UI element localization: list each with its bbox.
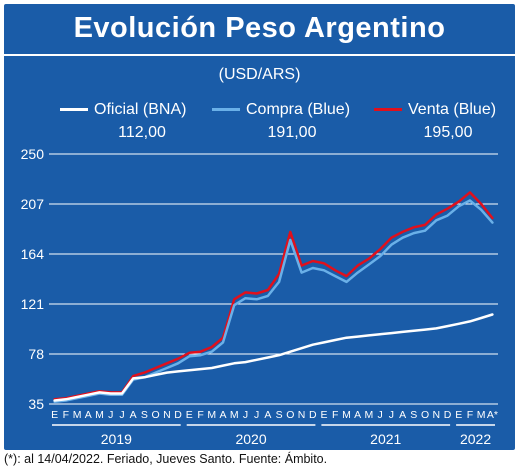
year-label: 2022: [460, 431, 491, 447]
x-tick-label: A: [354, 409, 361, 421]
x-tick-label: N: [163, 409, 171, 421]
x-tick-label: M: [73, 409, 82, 421]
x-tick-label: J: [378, 409, 383, 421]
legend-venta: Venta (Blue): [374, 101, 496, 119]
x-tick-label: M: [207, 409, 216, 421]
x-tick-label: F: [332, 409, 338, 421]
x-tick-label: J: [243, 409, 248, 421]
legend-value-venta: 195,00: [423, 124, 473, 141]
x-tick-label: J: [108, 409, 113, 421]
chart-subtitle: (USD/ARS): [218, 66, 301, 83]
x-tick-label: S: [276, 409, 283, 421]
legend-label-venta: Venta (Blue): [408, 101, 497, 118]
x-tick-label: O: [286, 409, 294, 421]
year-label: 2020: [235, 431, 266, 447]
x-tick-label: J: [119, 409, 124, 421]
x-tick-label: E: [455, 409, 462, 421]
x-tick-label: M: [342, 409, 351, 421]
y-tick-label: 121: [21, 296, 45, 312]
x-tick-label: M: [365, 409, 374, 421]
x-tick-label: D: [444, 409, 452, 421]
x-tick-label: O: [152, 409, 160, 421]
x-tick-label: J: [254, 409, 259, 421]
legend-value-oficial: 112,00: [118, 124, 166, 141]
y-tick-label: 250: [21, 146, 45, 162]
legend-label-oficial: Oficial (BNA): [94, 101, 187, 118]
legend-oficial: Oficial (BNA): [60, 101, 186, 119]
x-tick-label: A: [264, 409, 271, 421]
year-label: 2021: [370, 431, 401, 447]
x-tick-label: S: [410, 409, 417, 421]
legend-swatch-oficial: [60, 108, 88, 112]
x-tick-label: S: [141, 409, 148, 421]
x-tick-label: D: [309, 409, 317, 421]
series-line-oficial: [53, 313, 494, 402]
x-tick-label: A: [130, 409, 137, 421]
legend-swatch-venta: [374, 108, 402, 112]
x-tick-label: E: [51, 409, 58, 421]
x-tick-label: E: [321, 409, 328, 421]
x-tick-label: A: [85, 409, 92, 421]
legend-value-compra: 191,00: [267, 124, 317, 141]
x-tick-label: F: [467, 409, 473, 421]
x-tick-label: M: [95, 409, 104, 421]
x-tick-label: A*: [487, 409, 498, 421]
x-tick-label: M: [477, 409, 486, 421]
x-tick-label: N: [298, 409, 306, 421]
year-label: 2019: [101, 431, 132, 447]
footnote: (*): al 14/04/2022. Feriado, Jueves Sant…: [4, 452, 328, 466]
title-divider: [4, 54, 515, 56]
plot-area: [49, 154, 498, 404]
x-tick-label: F: [197, 409, 203, 421]
y-tick-label: 35: [28, 396, 44, 412]
x-tick-label: O: [421, 409, 429, 421]
x-tick-label: J: [389, 409, 394, 421]
x-tick-label: D: [174, 409, 182, 421]
legend-swatch-compra: [212, 108, 240, 112]
x-tick-label: A: [219, 409, 226, 421]
y-tick-label: 164: [21, 246, 45, 262]
x-tick-label: F: [63, 409, 69, 421]
x-tick-label: M: [230, 409, 239, 421]
x-tick-label: N: [432, 409, 440, 421]
chart-panel: Evolución Peso Argentino (USD/ARS) Ofici…: [4, 4, 515, 450]
y-tick-label: 207: [21, 196, 45, 212]
chart-title: Evolución Peso Argentino: [73, 12, 446, 44]
x-tick-label: E: [186, 409, 193, 421]
x-tick-label: A: [399, 409, 406, 421]
y-tick-label: 78: [28, 346, 44, 362]
legend-label-compra: Compra (Blue): [246, 101, 351, 118]
legend-compra: Compra (Blue): [212, 101, 350, 119]
